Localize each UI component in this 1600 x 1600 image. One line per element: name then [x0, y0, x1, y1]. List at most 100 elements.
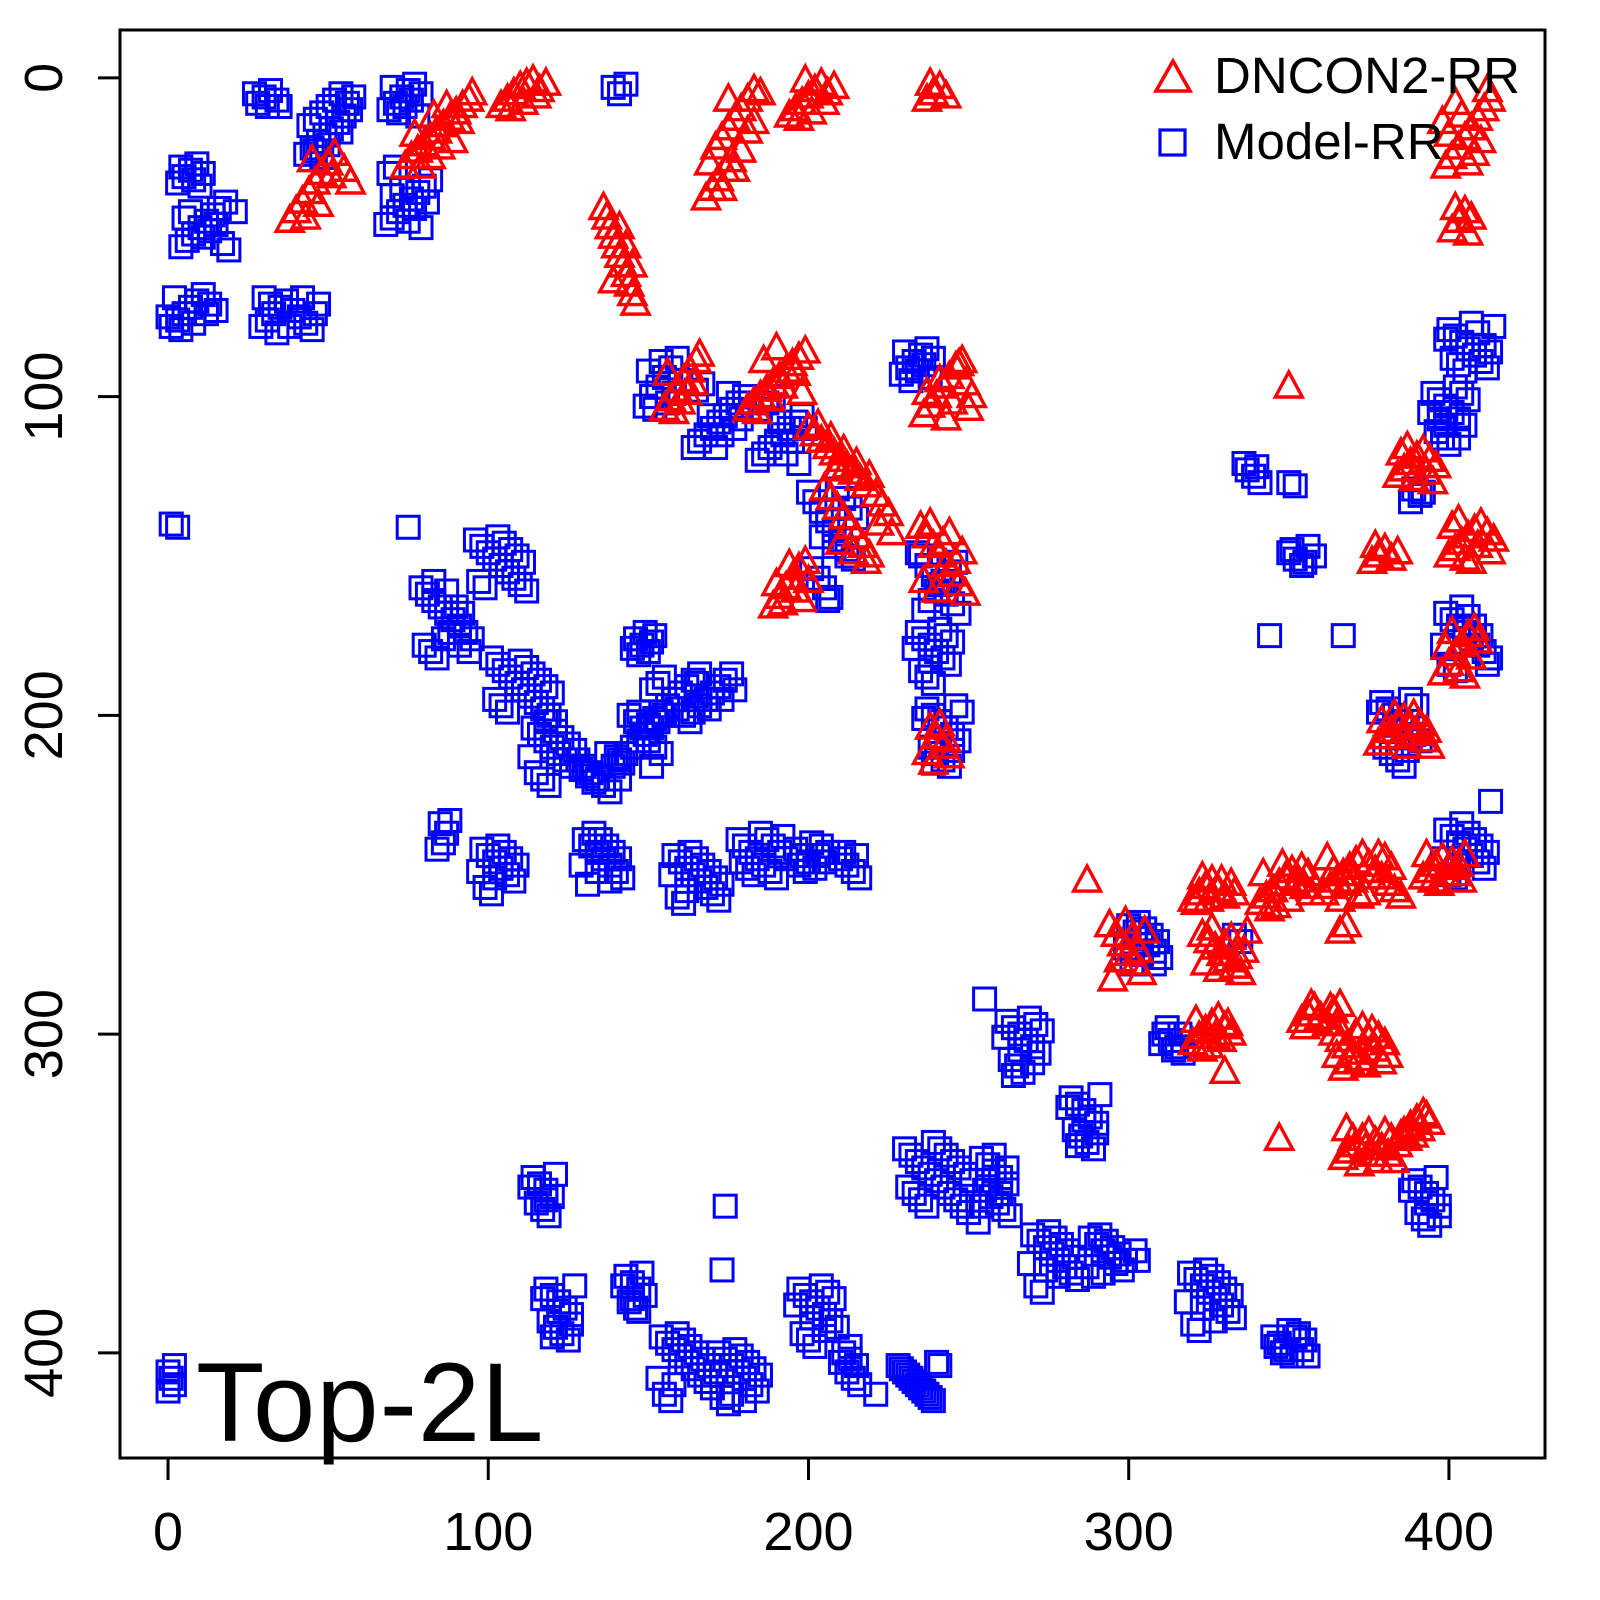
triangle-point	[808, 84, 841, 116]
square-point	[911, 352, 937, 378]
triangle-point	[779, 355, 813, 386]
triangle-point	[1221, 938, 1254, 970]
triangle-point	[1355, 1136, 1389, 1167]
square-point	[600, 74, 626, 100]
triangle-point	[1378, 1142, 1411, 1174]
square-point	[1465, 320, 1491, 346]
square-point	[1426, 1203, 1452, 1229]
square-point	[472, 575, 498, 601]
square-point	[908, 1375, 934, 1401]
triangle-point	[1454, 639, 1488, 670]
square-point	[171, 205, 197, 231]
square-point	[1048, 1231, 1074, 1257]
y-tick-label: 100	[14, 352, 74, 442]
triangle-point	[949, 575, 982, 606]
x-tick-label: 0	[153, 1502, 183, 1562]
square-point	[1106, 1241, 1132, 1267]
square-point	[520, 661, 546, 687]
square-point	[831, 839, 857, 865]
square-point	[821, 1286, 847, 1312]
square-point	[341, 84, 367, 110]
square-point	[533, 709, 559, 735]
triangle-point	[795, 94, 829, 125]
square-point	[1426, 406, 1452, 432]
square-point	[1125, 1247, 1151, 1273]
triangle-point	[718, 151, 752, 182]
square-point	[674, 878, 700, 904]
square-point	[568, 852, 594, 878]
square-point	[1093, 1228, 1119, 1254]
square-point	[575, 763, 601, 789]
triangle-point	[1400, 715, 1434, 747]
square-point	[1007, 1037, 1033, 1063]
triangle-point	[1333, 1044, 1367, 1075]
square-point	[671, 890, 697, 916]
square-point	[719, 1381, 745, 1407]
square-point	[1471, 333, 1497, 359]
square-point	[546, 1298, 572, 1324]
square-point	[651, 664, 677, 690]
square-point	[703, 865, 729, 891]
square-point	[735, 1349, 761, 1375]
square-point	[709, 871, 735, 897]
square-point	[395, 208, 421, 234]
triangle-point	[929, 400, 963, 431]
square-point	[799, 1305, 825, 1331]
square-point	[1295, 1343, 1321, 1369]
square-point	[533, 674, 559, 700]
square-point	[1055, 1238, 1081, 1264]
square-point	[581, 769, 607, 795]
square-point	[555, 1327, 581, 1353]
square-point	[539, 680, 565, 706]
square-point	[510, 549, 536, 575]
square-point	[482, 686, 508, 712]
square-point	[161, 1353, 187, 1379]
square-point	[1055, 1094, 1081, 1120]
triangle-point	[1272, 368, 1306, 399]
triangle-point	[1461, 623, 1495, 654]
triangle-point	[596, 263, 630, 294]
triangle-point	[1448, 658, 1482, 689]
square-point	[1080, 1136, 1106, 1162]
triangle-point	[1294, 986, 1328, 1018]
square-point	[1474, 839, 1500, 865]
triangle-point	[760, 330, 793, 361]
square-point	[315, 94, 341, 119]
square-point	[539, 1324, 565, 1350]
triangle-point	[1262, 1120, 1296, 1151]
triangle-point	[772, 546, 806, 578]
triangle-point	[1384, 878, 1418, 909]
square-point	[645, 670, 671, 696]
triangle-point	[1358, 527, 1392, 559]
square-point	[940, 1149, 966, 1175]
square-point	[619, 635, 645, 661]
square-point	[1016, 1251, 1042, 1277]
square-point	[933, 623, 959, 649]
triangle-point	[1189, 945, 1222, 976]
legend-label-dncon2-rr: DNCON2-RR	[1214, 47, 1520, 104]
triangle-point	[1186, 859, 1219, 890]
triangle-point	[1477, 521, 1511, 552]
triangle-point	[404, 148, 438, 179]
square-point	[754, 827, 780, 853]
square-point	[920, 1388, 946, 1414]
square-point	[334, 90, 360, 116]
triangle-point	[913, 65, 947, 96]
triangle-point	[1410, 712, 1443, 743]
square-point	[719, 661, 745, 687]
square-point	[1199, 1263, 1225, 1289]
triangle-point	[1179, 1002, 1213, 1034]
square-point	[696, 403, 722, 429]
triangle-point	[820, 451, 854, 482]
square-point	[494, 699, 520, 725]
square-point	[168, 317, 194, 343]
square-point	[594, 741, 620, 767]
triangle-point	[1317, 852, 1351, 884]
square-point	[1244, 454, 1270, 480]
triangle-point	[804, 422, 838, 453]
square-point	[844, 843, 870, 869]
square-point	[559, 1311, 585, 1337]
square-point	[677, 839, 703, 865]
triangle-point	[875, 515, 909, 546]
square-point	[645, 1365, 671, 1391]
